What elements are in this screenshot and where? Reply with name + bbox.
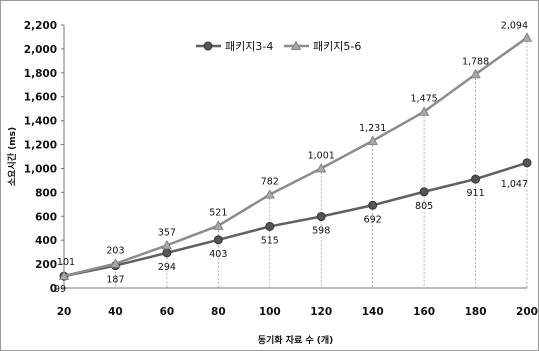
y-tick-label: 1,600 [24, 92, 57, 104]
y-tick-label: 600 [35, 211, 57, 223]
data-label-series-1: 187 [106, 275, 124, 286]
data-point-circle [266, 222, 274, 230]
y-tick-label: 1,800 [24, 68, 57, 80]
data-label-series-2: 101 [57, 257, 75, 268]
x-axis-title: 동기화 자료 수 (개) [258, 334, 334, 346]
data-label-series-2: 521 [209, 208, 227, 219]
data-label-series-1: 692 [364, 214, 382, 225]
data-label-series-1: 805 [415, 201, 433, 212]
series-line-1 [64, 163, 527, 276]
data-label-series-1: 1,047 [501, 179, 528, 190]
legend-label-series-2: 패키지5-6 [313, 40, 361, 53]
data-label-series-2: 1,788 [462, 56, 489, 67]
x-tick-label: 140 [362, 306, 384, 318]
x-tick-label: 20 [57, 306, 72, 318]
y-tick-label: 200 [35, 259, 57, 271]
data-label-series-1: 403 [209, 249, 227, 260]
y-tick-label: 800 [35, 187, 57, 199]
data-label-series-2: 1,231 [359, 123, 386, 134]
legend-marker-series-1 [204, 42, 212, 50]
data-label-series-1: 515 [261, 235, 279, 246]
data-point-circle [420, 188, 428, 196]
data-point-circle [214, 236, 222, 244]
y-tick-label: 1,200 [24, 140, 57, 152]
data-point-circle [163, 249, 171, 257]
y-axis-title: 소요시간 (ms) [6, 127, 18, 186]
data-label-series-1: 99 [54, 284, 66, 295]
data-label-series-2: 1,475 [411, 94, 438, 105]
y-tick-label: 1,400 [24, 116, 57, 128]
y-tick-label: 2,200 [24, 20, 57, 32]
data-point-circle [317, 213, 325, 221]
x-tick-label: 180 [465, 306, 487, 318]
x-tick-label: 120 [310, 306, 332, 318]
x-tick-label: 160 [413, 306, 435, 318]
data-point-circle [472, 175, 480, 183]
x-tick-label: 200 [516, 306, 538, 318]
x-tick-label: 60 [160, 306, 175, 318]
data-label-series-1: 294 [158, 262, 176, 273]
data-point-circle [369, 201, 377, 209]
data-label-series-1: 911 [466, 188, 484, 199]
series-line-2 [64, 38, 527, 276]
data-label-series-2: 357 [158, 227, 176, 238]
data-point-circle [523, 159, 531, 167]
x-tick-label: 100 [259, 306, 281, 318]
data-label-series-2: 782 [261, 177, 279, 188]
data-label-series-2: 2,094 [501, 21, 528, 32]
data-label-series-1: 598 [312, 226, 330, 237]
x-tick-label: 40 [108, 306, 123, 318]
legend-label-series-1: 패키지3-4 [225, 40, 273, 53]
data-label-series-2: 203 [106, 246, 124, 257]
y-tick-label: 2,000 [24, 44, 57, 56]
y-tick-label: 400 [35, 235, 57, 247]
x-tick-label: 80 [211, 306, 226, 318]
data-label-series-2: 1,001 [308, 150, 335, 161]
y-tick-label: 1,000 [24, 163, 57, 175]
data-point-triangle [523, 33, 532, 41]
